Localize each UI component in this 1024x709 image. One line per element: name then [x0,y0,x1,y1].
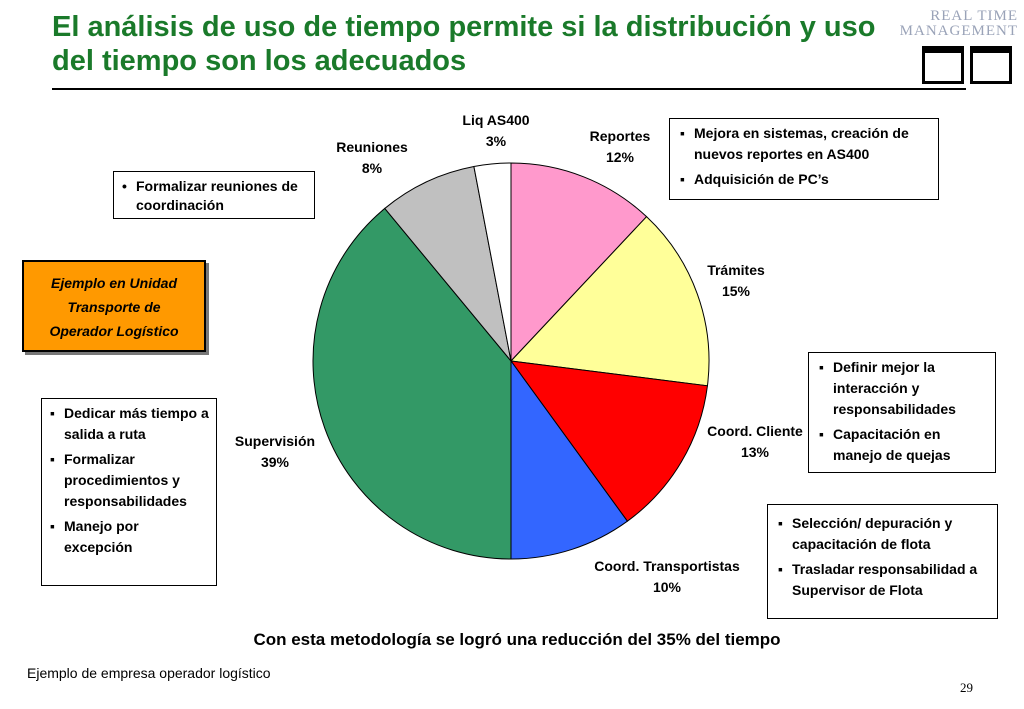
logo-square-left-icon [922,46,964,84]
slice-value: 39% [260,454,290,470]
note-item: Dedicar más tiempo a salida a ruta [48,403,210,445]
pie-slice-reuniones [384,165,512,362]
note-item: Definir mejor la interacción y responsab… [817,357,989,420]
page-title: El análisis de uso de tiempo permite si … [52,11,876,77]
slice-label-reportes: Reportes 12% [570,126,670,168]
note-item: Formalizar procedimientos y responsabili… [48,449,210,512]
note-item: Adquisición de PC’s [678,169,930,190]
slice-label-coord-transportistas: Coord. Transportistas 10% [572,556,762,598]
slice-name: Coord. Transportistas [594,558,740,574]
pie-slice-coord-cliente [509,360,708,522]
company-logo: REAL TIME MANAGEMENT [900,8,1018,39]
example-line-3: Operador Logístico [49,323,179,339]
slice-name: Supervisión [234,433,316,449]
logo-line-2: MANAGEMENT [899,23,1018,39]
slice-label-reuniones: Reuniones 8% [322,137,422,179]
note-item: Trasladar responsabilidad a Supervisor d… [776,559,991,601]
conclusion-text: Con esta metodología se logró una reducc… [253,630,781,649]
logo-line-1: REAL TIME [930,8,1018,24]
slice-label-liq-as400: Liq AS400 3% [446,110,546,152]
pie-slice-supervisi-n [312,207,512,560]
footer-text: Ejemplo de empresa operador logístico [27,665,271,681]
note-item: Capacitación en manejo de quejas [817,424,989,466]
slice-label-tramites: Trámites 15% [686,260,786,302]
slice-label-coord-cliente: Coord. Cliente 13% [690,421,820,463]
slice-label-supervision: Supervisión 39% [220,431,330,473]
pie-slice-liq-as400 [473,162,512,362]
slice-name: Coord. Cliente [707,423,803,439]
logo-square-right-icon [970,46,1012,84]
example-line-2: Transporte de [67,299,161,315]
note-item: Manejo por excepción [48,516,210,558]
note-item: Selección/ depuración y capacitación de … [776,513,991,555]
slice-value: 8% [361,160,383,176]
example-unit-box: Ejemplo en Unidad Transporte de Operador… [22,260,206,352]
note-box-reportes: Mejora en sistemas, creación de nuevos r… [669,118,939,200]
slice-name: Liq AS400 [462,112,530,128]
note-box-coord-transportistas: Selección/ depuración y capacitación de … [767,504,998,619]
slice-value: 15% [721,283,751,299]
pie-slice-coord-transportistas [510,359,629,560]
note-item: Mejora en sistemas, creación de nuevos r… [678,123,930,165]
note-box-coord-cliente: Definir mejor la interacción y responsab… [808,352,996,473]
note-box-reuniones: Formalizar reuniones de coordinación [113,171,315,219]
pie-slice-reportes [510,162,648,363]
slice-name: Reuniones [336,139,408,155]
slice-value: 3% [485,133,507,149]
note-item: Formalizar reuniones de coordinación [120,177,306,215]
slice-value: 12% [605,149,635,165]
page-number: 29 [960,680,973,695]
slice-name: Trámites [707,262,765,278]
title-divider [52,88,966,90]
slice-name: Reportes [589,128,651,144]
example-line-1: Ejemplo en Unidad [50,275,177,291]
pie-slice-tr-mites [509,215,710,387]
slice-value: 13% [740,444,770,460]
note-box-supervision: Dedicar más tiempo a salida a ruta Forma… [41,398,217,586]
slice-value: 10% [652,579,682,595]
